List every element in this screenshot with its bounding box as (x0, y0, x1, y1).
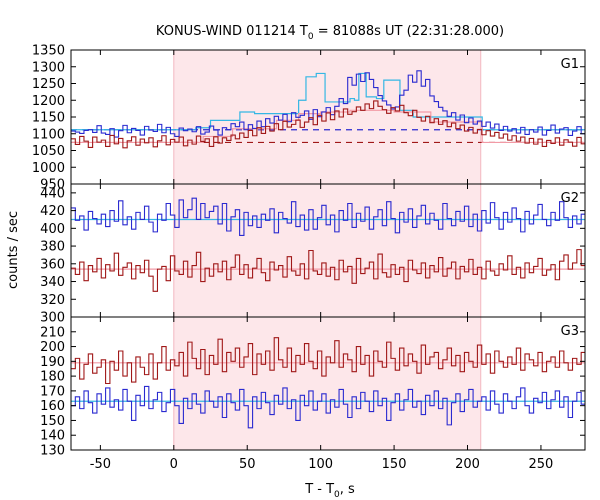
y-tick-label: 1100 (32, 127, 65, 142)
series-g3-blue (71, 385, 585, 429)
y-tick-label: 950 (40, 178, 65, 193)
y-tick-label: 200 (40, 340, 65, 355)
x-tick-label: 150 (382, 457, 407, 472)
panel-plot-area (71, 337, 585, 429)
x-tick-label: 250 (529, 457, 554, 472)
y-tick-label: 420 (40, 204, 65, 219)
panel-label-g1: G1 (561, 57, 579, 72)
series-g3-red (71, 337, 585, 385)
x-tick-label: 0 (170, 457, 178, 472)
y-tick-label: 300 (40, 311, 65, 326)
x-axis-label: T - T0, s (304, 482, 355, 500)
y-tick-label: 320 (40, 293, 65, 308)
x-tick-label: 200 (455, 457, 480, 472)
x-tick-label: 100 (308, 457, 333, 472)
y-tick-label: 1050 (32, 144, 65, 159)
y-tick-label: 380 (40, 240, 65, 255)
x-axis-label-subscript: 0 (334, 490, 340, 500)
y-tick-label: 140 (40, 429, 65, 444)
x-tick-label: 50 (239, 457, 256, 472)
y-tick-label: 130 (40, 444, 65, 459)
burst-interval-shade (173, 184, 481, 317)
y-tick-label: 400 (40, 222, 65, 237)
y-tick-label: 170 (40, 384, 65, 399)
y-tick-label: 190 (40, 355, 65, 370)
x-tick-label: -50 (90, 457, 111, 472)
y-tick-label: 160 (40, 399, 65, 414)
y-tick-label: 1000 (32, 161, 65, 176)
y-tick-label: 1350 (32, 44, 65, 59)
y-axis-label: counts / sec (6, 211, 21, 289)
y-tick-label: 180 (40, 370, 65, 385)
burst-interval-shade (173, 317, 481, 450)
y-tick-label: 360 (40, 257, 65, 272)
panel-g2: 300 320 340 360 380 400 420 440 G2 (40, 183, 586, 326)
y-tick-label: 210 (40, 325, 65, 340)
y-tick-label: 1250 (32, 77, 65, 92)
y-tick-label: 1150 (32, 111, 65, 126)
y-tick-label: 340 (40, 275, 65, 290)
chart-title-subscript: 0 (308, 32, 314, 42)
y-tick-label: 440 (40, 186, 65, 201)
series-g2-red (71, 243, 585, 292)
panel-plot-area (71, 70, 585, 149)
y-tick-label: 150 (40, 414, 65, 429)
series-g1-cyan (71, 72, 585, 131)
chart-title: KONUS-WIND 011214 T0 = 81088s UT (22:31:… (156, 24, 504, 42)
panel-frame (70, 316, 586, 451)
panel-label-g3: G3 (561, 324, 579, 339)
panel-plot-area (71, 197, 585, 292)
y-tick-label: 1300 (32, 60, 65, 75)
panel-label-g2: G2 (561, 191, 579, 206)
y-tick-label: 1200 (32, 94, 65, 109)
series-g2-blue (71, 197, 585, 236)
series-g1-red (71, 100, 585, 149)
